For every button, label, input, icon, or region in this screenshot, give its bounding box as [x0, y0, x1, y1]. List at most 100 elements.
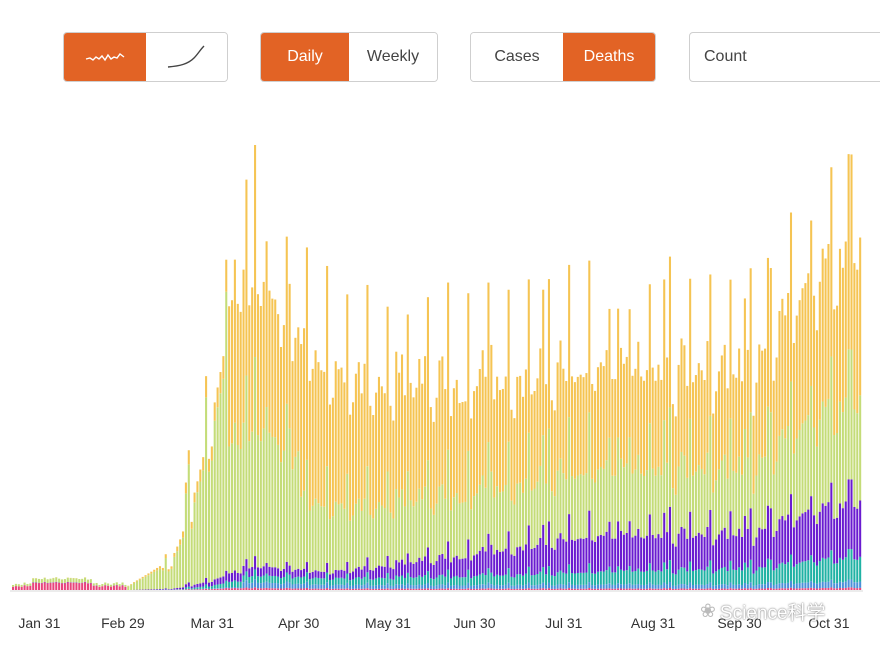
bar-segment [813, 562, 816, 583]
bar-segment [686, 477, 689, 539]
bar-segment [400, 588, 404, 590]
bar-segment [732, 470, 735, 536]
bar-segment [740, 536, 744, 571]
bar-segment [398, 584, 401, 589]
bar-segment [84, 582, 87, 590]
bar-segment [723, 344, 726, 455]
bar-segment [856, 582, 859, 589]
x-tick-label: May 31 [365, 615, 411, 631]
bar-segment [781, 588, 784, 590]
deaths-button[interactable]: Deaths [563, 33, 655, 81]
bar-segment [230, 588, 234, 590]
bar-segment [547, 582, 550, 589]
bar-segment [467, 450, 470, 540]
bar-segment [847, 587, 850, 590]
bar-segment [717, 534, 720, 570]
bar-segment [277, 583, 280, 589]
bar-segment [692, 382, 695, 476]
bar-segment [573, 588, 576, 590]
bar-segment [107, 583, 110, 586]
bar-segment [847, 154, 850, 350]
bar-segment [274, 583, 277, 589]
bar-segment [830, 356, 833, 483]
bar-segment [415, 562, 418, 578]
bar-segment [833, 435, 836, 519]
bar-segment [706, 588, 709, 590]
daily-view-button[interactable] [64, 33, 146, 81]
bar-segment [530, 490, 533, 549]
bar-segment [323, 584, 326, 589]
bar-segment [60, 579, 64, 584]
bar-segment [202, 589, 205, 590]
bar-segment [550, 575, 553, 586]
bar-segment [591, 540, 594, 574]
bar-segment [354, 503, 357, 569]
bar-segment [383, 578, 386, 586]
bar-segment [37, 578, 40, 583]
bar-segment [377, 376, 380, 503]
bar-segment [377, 565, 380, 578]
bar-segment [490, 344, 493, 472]
daily-button[interactable]: Daily [261, 33, 349, 81]
bar-segment [412, 506, 415, 564]
bar-segment [429, 407, 432, 509]
bar-segment [415, 585, 418, 589]
bar-segment [421, 499, 424, 561]
bar-segment [268, 290, 271, 433]
bar-segment [625, 356, 628, 464]
bar-segment [475, 585, 478, 589]
bar-segment [277, 588, 280, 590]
bar-segment [504, 584, 507, 589]
bar-segment [631, 473, 634, 538]
bar-segment [519, 588, 522, 590]
bar-segment [444, 588, 447, 590]
bar-segment [481, 475, 484, 547]
bar-segment [328, 579, 332, 586]
bar-segment [836, 588, 839, 590]
bar-segment [187, 582, 190, 587]
weekly-button[interactable]: Weekly [349, 33, 437, 81]
bar-segment [792, 588, 795, 590]
bar-segment [496, 486, 499, 550]
bar-segment [386, 588, 389, 590]
bar-segment [740, 588, 744, 590]
bar-segment [824, 588, 827, 590]
bar-segment [473, 576, 476, 586]
bar-segment [617, 566, 620, 584]
bar-segment [366, 466, 369, 558]
bar-segment [671, 573, 674, 586]
bar-segment [458, 585, 461, 589]
bar-segment [161, 570, 164, 590]
cumulative-view-button[interactable] [145, 33, 227, 81]
bar-segment [210, 460, 213, 582]
bar-segment [487, 582, 490, 589]
bar-segment [352, 402, 355, 516]
bar-segment [821, 557, 824, 582]
bar-segment [717, 371, 720, 470]
bar-segment [409, 577, 412, 586]
bar-segment [804, 283, 807, 421]
bar-segment [219, 588, 222, 589]
bar-segment [787, 562, 790, 583]
bar-segment [856, 559, 859, 583]
bar-segment [372, 518, 375, 571]
bar-segment [167, 589, 170, 590]
scale-select[interactable]: Count [689, 32, 880, 82]
bar-segment [207, 582, 210, 587]
bar-segment [513, 555, 516, 578]
bar-segment [487, 282, 490, 443]
bar-segment [841, 267, 844, 413]
bar-segment [761, 588, 764, 590]
bar-segment [576, 376, 579, 476]
cases-button[interactable]: Cases [471, 33, 563, 81]
bar-segment [536, 584, 539, 589]
bar-segment [331, 397, 334, 517]
bar-segment [58, 578, 61, 583]
bar-segment [199, 589, 202, 590]
bar-segment [542, 582, 545, 589]
bar-segment [712, 492, 715, 546]
bar-segment [738, 456, 741, 529]
bar-segment [821, 587, 824, 590]
bar-segment [663, 279, 666, 421]
bar-segment [216, 407, 219, 579]
